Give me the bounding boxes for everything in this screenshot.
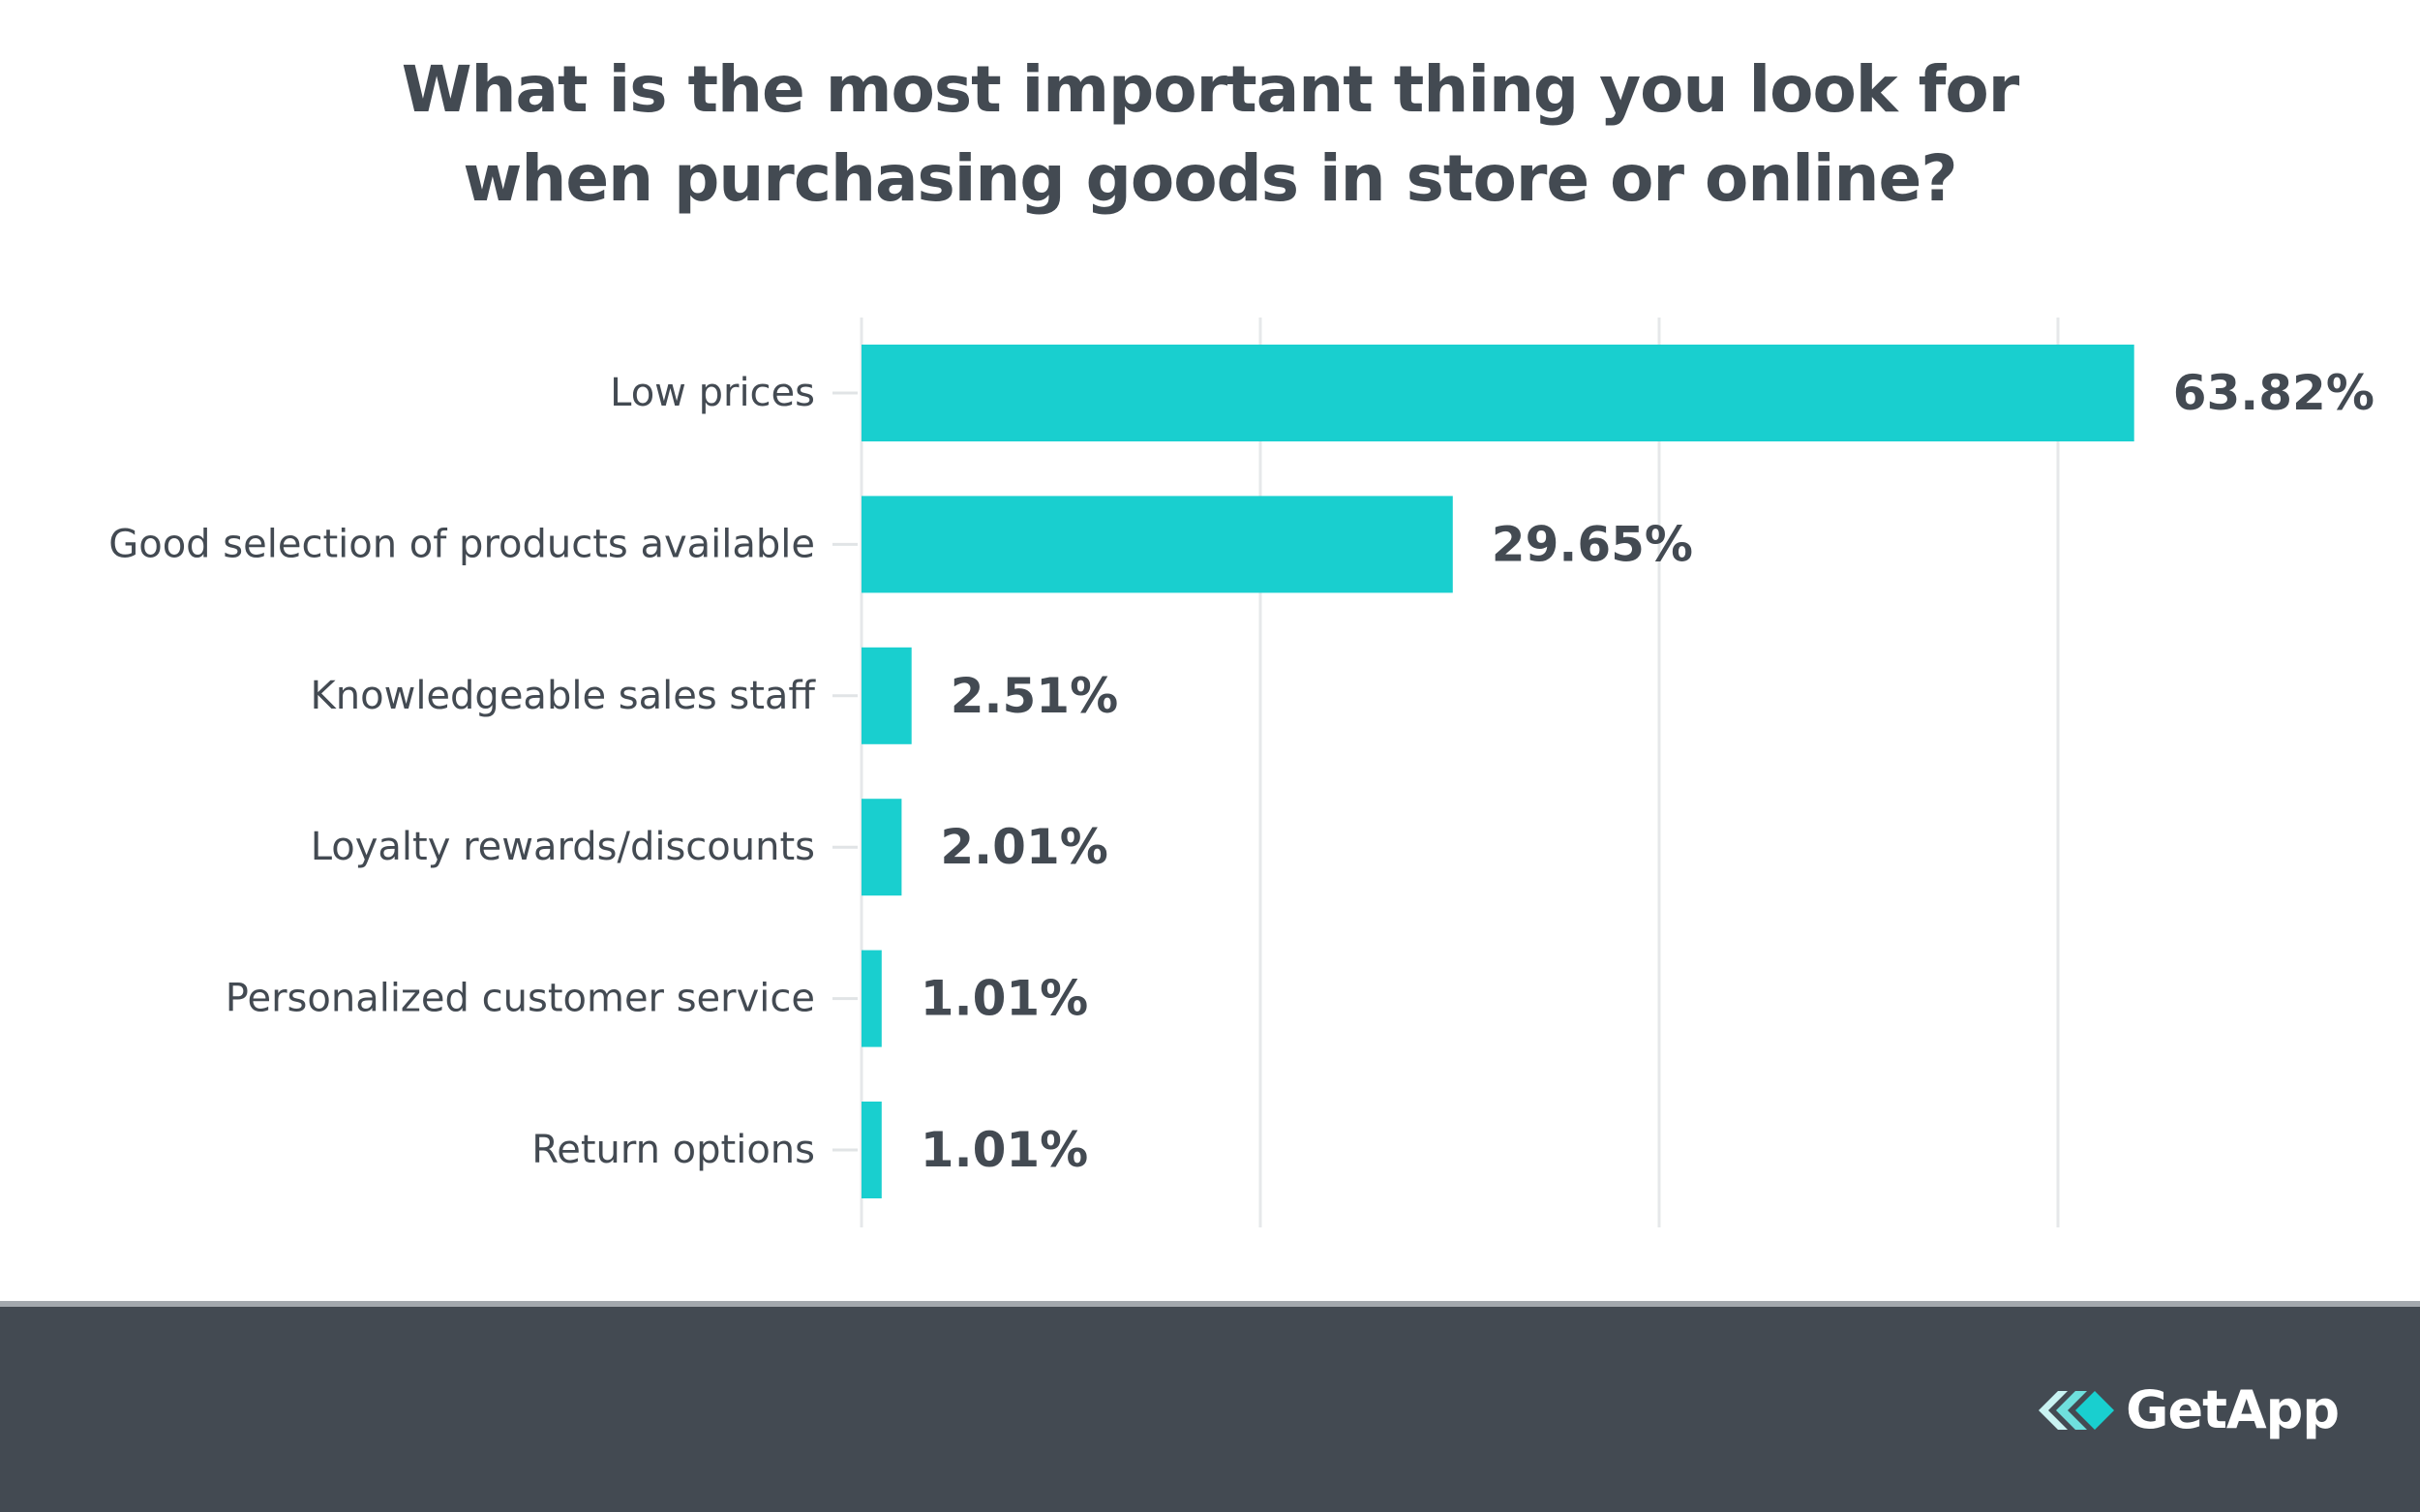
bar-5 <box>862 1102 882 1198</box>
value-label: 1.01% <box>921 1122 1088 1178</box>
value-label: 1.01% <box>921 971 1088 1027</box>
footer-divider <box>0 1301 2420 1307</box>
footer: GetApp <box>0 1307 2420 1512</box>
value-labels: 63.82% 29.65% 2.51% 2.01% 1.01% 1.01% <box>921 365 2375 1178</box>
category-label: Personalized customer service <box>226 977 815 1021</box>
bar-4 <box>862 950 882 1047</box>
category-label: Knowledgeable sales staff <box>311 674 817 718</box>
getapp-chevrons-icon <box>2039 1391 2115 1430</box>
category-labels: Low prices Good selection of products ava… <box>108 371 816 1172</box>
value-label: 2.51% <box>951 668 1118 724</box>
chart-title-line-1: What is the most important thing you loo… <box>401 52 2020 127</box>
gridlines <box>832 318 2060 1227</box>
bars <box>862 345 2134 1198</box>
value-label: 63.82% <box>2173 365 2375 421</box>
category-label: Return options <box>531 1128 815 1172</box>
category-label: Low prices <box>610 371 815 415</box>
bar-1 <box>862 496 1453 593</box>
getapp-logo: GetApp <box>2037 1379 2340 1440</box>
category-label: Good selection of products available <box>108 522 815 566</box>
bar-0 <box>862 345 2134 441</box>
logo-wordmark: GetApp <box>2126 1379 2340 1440</box>
value-label: 2.01% <box>940 819 1107 875</box>
category-label: Loyalty rewards/discounts <box>311 825 815 869</box>
bar-2 <box>862 647 912 744</box>
value-label: 29.65% <box>1492 516 1693 572</box>
bar-chart: Low prices Good selection of products ava… <box>108 318 2375 1227</box>
bar-3 <box>862 799 902 896</box>
chart-title-line-2: when purchasing goods in store or online… <box>463 141 1957 216</box>
